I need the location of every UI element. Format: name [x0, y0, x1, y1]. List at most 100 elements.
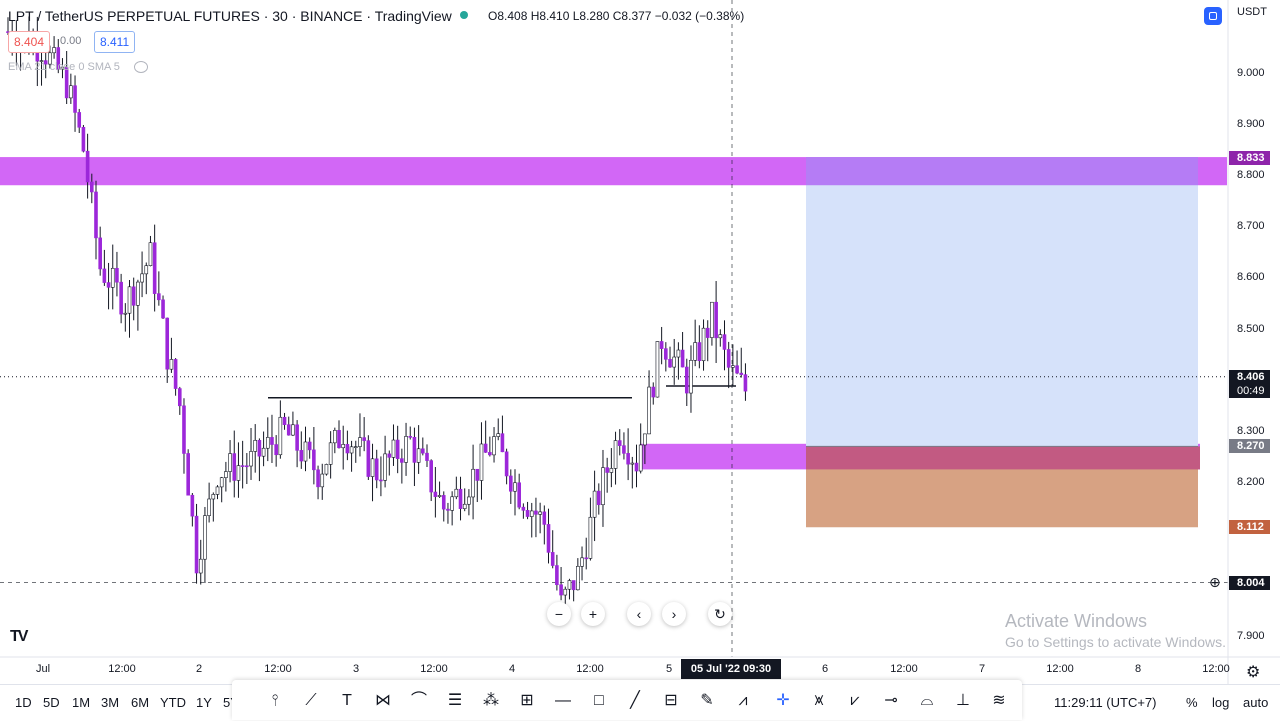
brush-icon[interactable]: ✎: [700, 692, 714, 709]
add-alert-icon[interactable]: ⊕: [1209, 573, 1221, 590]
scroll-back-button[interactable]: ‹: [627, 602, 651, 626]
fib-icon[interactable]: ☰: [447, 692, 463, 709]
candle-body: [555, 565, 559, 586]
zoom-in-button[interactable]: +: [581, 602, 605, 626]
price-tag: 8.270: [1229, 439, 1270, 454]
lines-layer: [0, 0, 1228, 657]
candle-body: [110, 267, 115, 288]
gear-icon[interactable]: ⚙: [1246, 664, 1261, 681]
crosshair-icon[interactable]: ✛: [776, 692, 790, 709]
timeframe-1y[interactable]: 1Y: [196, 695, 212, 710]
candle-body: [228, 453, 232, 472]
candle-body: [626, 453, 630, 465]
percent-toggle[interactable]: %: [1186, 695, 1198, 710]
timeframe-ytd[interactable]: YTD: [160, 695, 186, 710]
callout-icon[interactable]: ⌓: [920, 692, 934, 709]
candle-body: [391, 439, 396, 458]
buy-price-button[interactable]: 8.411: [94, 31, 136, 53]
indicator-legend[interactable]: EMA 21 close 0 SMA 5: [8, 61, 120, 73]
eye-icon[interactable]: [134, 61, 148, 73]
candle-body: [366, 440, 371, 477]
line-icon[interactable]: ╱: [630, 692, 640, 709]
wave-abc-icon[interactable]: ⩙: [814, 692, 824, 709]
candle-body: [245, 465, 249, 468]
candle-body: [312, 449, 316, 471]
currency-label[interactable]: USDT: [1237, 6, 1267, 18]
candle-body: [173, 359, 178, 389]
scroll-forward-button[interactable]: ›: [662, 602, 686, 626]
clock-readout[interactable]: 11:29:11 (UTC+7): [1054, 695, 1157, 710]
candles-layer: [6, 16, 748, 607]
time-tick-label: 5: [665, 663, 673, 675]
candle-body: [542, 511, 547, 525]
candle-body: [324, 464, 329, 475]
curve-icon[interactable]: ⌒: [410, 692, 427, 709]
candle-body: [701, 327, 706, 362]
pattern-icon[interactable]: ⋈: [375, 692, 391, 709]
candle-body: [483, 443, 488, 453]
candle-body: [638, 444, 643, 472]
candle-body: [358, 437, 362, 447]
time-tick-label: 12:00: [1202, 663, 1230, 675]
price-tick-label: 8.500: [1237, 322, 1265, 335]
auto-toggle[interactable]: auto: [1243, 695, 1269, 710]
candle-body: [596, 490, 601, 506]
rectangle-icon[interactable]: □: [594, 692, 604, 709]
forecast-icon[interactable]: ≋: [992, 692, 1006, 709]
price-tick-label: 8.600: [1237, 271, 1265, 284]
log-toggle[interactable]: log: [1212, 695, 1230, 710]
projection-icon[interactable]: ⊟: [664, 692, 678, 709]
candle-body: [182, 405, 186, 454]
elliott-icon[interactable]: ⩘: [738, 692, 748, 709]
reset-chart-button[interactable]: ↻: [708, 602, 732, 626]
candle-body: [77, 112, 82, 128]
candle-body: [521, 506, 526, 511]
wave-12345-icon[interactable]: ⩗: [850, 692, 860, 709]
candle-body: [349, 446, 354, 454]
candle-body: [722, 334, 727, 350]
candle-body: [253, 440, 258, 452]
candle-body: [517, 482, 521, 508]
candle-body: [525, 510, 530, 517]
candle-body: [90, 181, 94, 193]
price-line-icon[interactable]: ⊸: [884, 692, 898, 709]
candle-body: [144, 265, 149, 275]
text-tool-icon[interactable]: T: [342, 692, 352, 709]
candle-body: [425, 452, 429, 461]
candle-body: [370, 458, 375, 477]
candle-body: [609, 468, 614, 473]
zoom-out-button[interactable]: −: [547, 602, 571, 626]
chart-settings-icon[interactable]: [1204, 7, 1222, 25]
ohlc-readout: O8.408 H8.410 L8.280 C8.377 −0.032 (−0.3…: [488, 9, 745, 23]
candle-body: [416, 448, 421, 463]
trend-line-icon[interactable]: ⟋: [305, 692, 317, 709]
candle-body: [529, 510, 534, 517]
candle-body: [697, 342, 702, 362]
timeframe-1d[interactable]: 1D: [15, 695, 32, 710]
candle-body: [684, 366, 689, 394]
symbol-title[interactable]: LPT / TetherUS PERPETUAL FUTURES · 30 · …: [8, 8, 452, 24]
candle-body: [102, 268, 107, 283]
cursor-icon[interactable]: ⫯: [271, 692, 279, 709]
timeframe-6m[interactable]: 6M: [131, 695, 150, 710]
candle-body: [43, 60, 48, 65]
horizontal-ray-icon[interactable]: —: [555, 692, 571, 709]
timeframe-3m[interactable]: 3M: [101, 695, 120, 710]
gann-icon[interactable]: ⊞: [520, 692, 534, 709]
candle-body: [429, 460, 433, 493]
candle-body: [341, 444, 346, 449]
candle-body: [353, 446, 358, 448]
node-icon[interactable]: ⁂: [483, 692, 499, 709]
timeframe-1m[interactable]: 1M: [72, 695, 91, 710]
sell-price-button[interactable]: 8.404: [8, 31, 51, 53]
candle-body: [282, 416, 287, 425]
candle-body: [475, 468, 480, 481]
time-tick-label: 7: [978, 663, 986, 675]
bar-countdown: 00:49: [1237, 384, 1265, 397]
tradingview-logo[interactable]: TV: [10, 628, 29, 645]
timeframe-5d[interactable]: 5D: [43, 695, 60, 710]
measure-icon[interactable]: ⊥: [956, 692, 970, 709]
candle-body: [169, 359, 174, 370]
price-tick-label: 9.000: [1237, 66, 1265, 79]
